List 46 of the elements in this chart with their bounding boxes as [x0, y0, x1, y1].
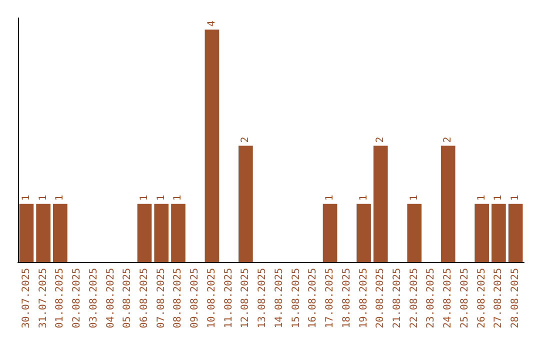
data-label: 1 — [139, 194, 150, 201]
x-tick-label: 23.08.2025 — [426, 268, 437, 328]
data-label: 1 — [510, 194, 522, 201]
data-label: 1 — [156, 194, 167, 201]
x-tick-label: 27.08.2025 — [493, 268, 504, 328]
x-tick-label: 03.08.2025 — [88, 268, 100, 328]
data-label: 1 — [20, 194, 32, 201]
data-label: 1 — [54, 194, 66, 201]
x-tick-label: 22.08.2025 — [408, 268, 420, 328]
x-tick-label: 09.08.2025 — [190, 268, 201, 328]
x-tick-label: 31.07.2025 — [38, 268, 49, 328]
x-tick-label: 11.08.2025 — [223, 268, 234, 328]
x-tick-label: 13.08.2025 — [257, 268, 268, 328]
x-tick-label: 17.08.2025 — [324, 268, 336, 328]
data-label: 2 — [240, 136, 252, 143]
x-tick-label: 05.08.2025 — [122, 268, 134, 328]
x-tick-label: 02.08.2025 — [72, 268, 83, 328]
x-tick-label: 14.08.2025 — [274, 268, 285, 328]
x-tick-label: 25.08.2025 — [459, 268, 470, 328]
x-tick-label: 20.08.2025 — [375, 268, 386, 328]
x-tick-label: 26.08.2025 — [476, 268, 488, 328]
x-tick-label: 07.08.2025 — [156, 268, 167, 328]
x-tick-label: 30.07.2025 — [20, 268, 32, 328]
x-tick-label: 08.08.2025 — [172, 268, 184, 328]
x-tick-label: 28.08.2025 — [510, 268, 522, 328]
x-tick-label: 24.08.2025 — [442, 268, 454, 328]
data-label: 1 — [324, 194, 336, 201]
data-label: 1 — [38, 194, 49, 201]
x-tick-label: 15.08.2025 — [290, 268, 302, 328]
x-tick-label: 06.08.2025 — [139, 268, 150, 328]
x-tick-label: 10.08.2025 — [206, 268, 218, 328]
data-label: 1 — [493, 194, 504, 201]
x-tick-label: 16.08.2025 — [308, 268, 319, 328]
data-label: 2 — [442, 136, 454, 143]
x-tick-label: 18.08.2025 — [341, 268, 352, 328]
x-tick-label: 04.08.2025 — [105, 268, 116, 328]
data-label: 1 — [172, 194, 184, 201]
x-tick-label: 19.08.2025 — [358, 268, 370, 328]
data-label: 1 — [476, 194, 488, 201]
data-label: 4 — [206, 20, 218, 27]
x-tick-label: 21.08.2025 — [392, 268, 403, 328]
x-tick-label: 01.08.2025 — [54, 268, 66, 328]
data-label: 2 — [375, 136, 386, 143]
x-tick-label: 12.08.2025 — [240, 268, 252, 328]
data-label: 1 — [358, 194, 370, 201]
data-label: 1 — [408, 194, 420, 201]
